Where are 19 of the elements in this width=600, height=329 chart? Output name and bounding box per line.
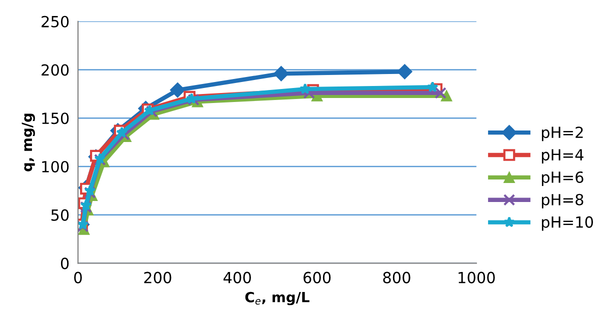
x-tick-label: 400 — [224, 272, 251, 284]
y-tick-label: 100 — [42, 160, 69, 172]
x-tick-label: 800 — [383, 272, 410, 284]
y-tick-label: 200 — [42, 64, 69, 76]
x-tick-label: 600 — [304, 272, 331, 284]
y-tick-label: 0 — [60, 258, 69, 270]
legend-label: pH=6 — [542, 171, 584, 186]
y-axis-title: q, mg/g — [22, 114, 35, 172]
x-tick-label: 1000 — [458, 272, 495, 284]
x-tick-label: 200 — [144, 272, 172, 284]
y-tick-label: 50 — [51, 209, 69, 221]
y-tick-label: 250 — [42, 16, 69, 28]
legend-label: pH=2 — [542, 126, 583, 142]
legend-label: pH=10 — [542, 216, 593, 231]
legend-label: pH=4 — [542, 149, 584, 164]
legend-label: pH=8 — [542, 194, 584, 208]
x-tick-label: 0 — [74, 272, 82, 284]
x-axis-title: C$_{e}$, mg/L — [245, 292, 310, 306]
y-tick-label: 150 — [42, 112, 69, 124]
